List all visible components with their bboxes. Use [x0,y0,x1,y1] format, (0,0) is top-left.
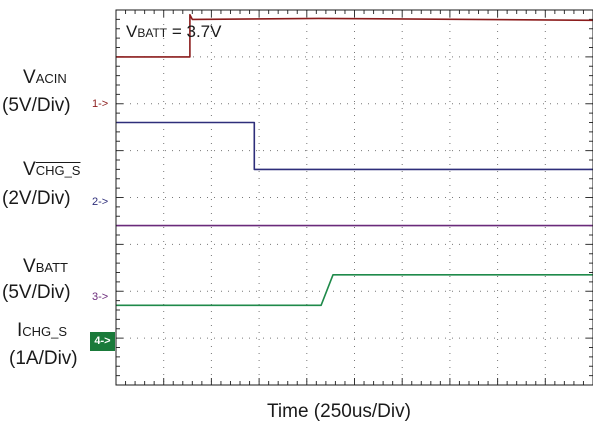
ch2-scale: (2V/Div) [2,188,71,209]
grid [116,10,593,385]
ch4-marker: 4-> [90,332,115,351]
ch4-scale: (1A/Div) [9,348,78,369]
ch1-marker: 1-> [92,98,109,110]
batt-voltage-annotation: VBATT = 3.7V [126,22,222,41]
ch1-scale: (5V/Div) [2,95,71,116]
ch3-marker: 3-> [92,291,109,303]
trace-ch2 [116,121,593,171]
ch1-label: VACIN [23,67,67,88]
trace-ch4 [116,273,593,307]
ch3-label: VBATT [23,256,68,277]
ch4-label: ICHG_S [17,320,68,341]
ch3-scale: (5V/Div) [2,282,71,303]
x-axis-label: Time (250us/Div) [267,401,411,422]
plot-frame [115,9,593,386]
traces [116,13,593,307]
trace-ch1 [116,13,593,58]
ch2-label: VCHG_S [23,159,81,180]
ch2-marker: 2-> [92,196,109,208]
